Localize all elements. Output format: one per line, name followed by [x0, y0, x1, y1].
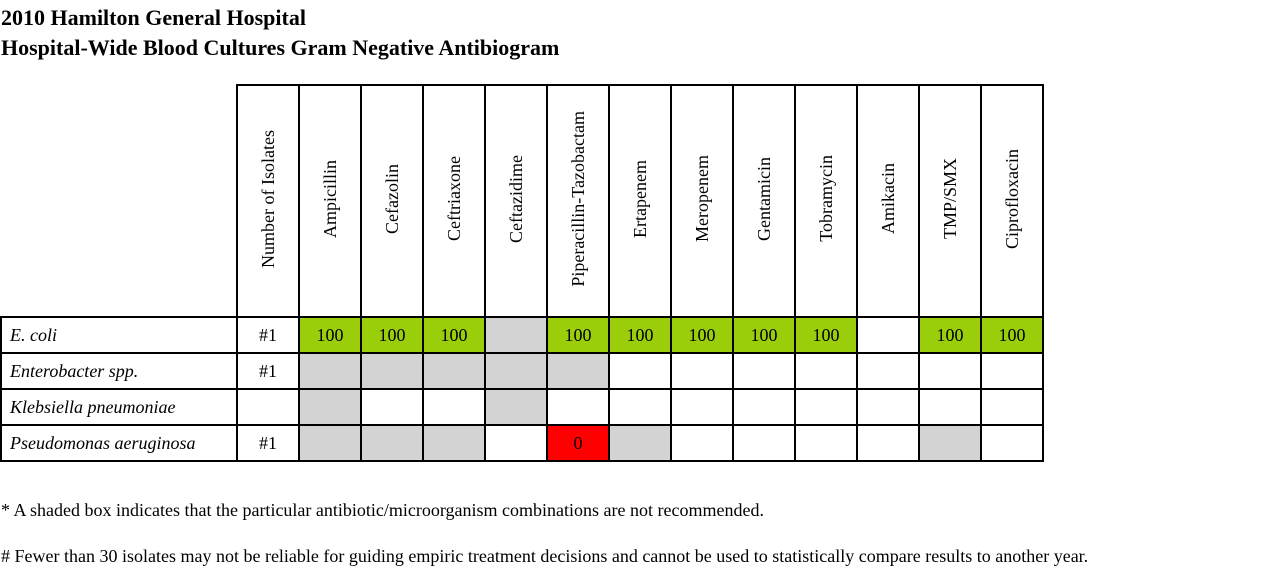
- susceptibility-cell: [980, 352, 1044, 390]
- susceptibility-cell: [360, 424, 424, 462]
- susceptibility-cell: [484, 316, 548, 354]
- column-header: Tobramycin: [794, 84, 858, 318]
- susceptibility-cell: [918, 424, 982, 462]
- susceptibility-cell: [794, 352, 858, 390]
- susceptibility-cell: [546, 388, 610, 426]
- susceptibility-cell: [484, 424, 548, 462]
- antibiogram-body: Number of Isolates Ampicillin Cefazolin Cef…: [0, 84, 1044, 462]
- susceptibility-cell: [856, 352, 920, 390]
- susceptibility-cell: 100: [546, 316, 610, 354]
- hospital-title: 2010 Hamilton General Hospital: [1, 5, 306, 30]
- susceptibility-cell: 100: [608, 316, 672, 354]
- column-header: TMP/SMX: [918, 84, 982, 318]
- susceptibility-cell: 0: [546, 424, 610, 462]
- isolates-count: [236, 388, 300, 426]
- header-corner: [1, 85, 238, 318]
- column-header: Amikacin: [856, 84, 920, 318]
- susceptibility-cell: [918, 388, 982, 426]
- susceptibility-cell: 100: [918, 316, 982, 354]
- susceptibility-cell: [670, 352, 734, 390]
- column-header: Ertapenem: [608, 84, 672, 318]
- isolates-count: #1: [236, 352, 300, 390]
- susceptibility-cell: [670, 424, 734, 462]
- susceptibility-cell: [856, 424, 920, 462]
- susceptibility-cell: [608, 388, 672, 426]
- susceptibility-cell: [422, 424, 486, 462]
- susceptibility-cell: [546, 352, 610, 390]
- antibiogram-table: Number of Isolates Ampicillin Cefazolin Cef…: [0, 84, 1044, 462]
- column-header: Gentamicin: [732, 84, 796, 318]
- column-header-label: Cefazolin: [382, 163, 402, 234]
- table-row: Pseudomonas aeruginosa #1 0: [0, 424, 1044, 462]
- susceptibility-cell: 100: [980, 316, 1044, 354]
- susceptibility-cell: [918, 352, 982, 390]
- susceptibility-cell: [484, 388, 548, 426]
- column-header: Cefazolin: [360, 84, 424, 318]
- susceptibility-cell: [980, 388, 1044, 426]
- column-header: Ceftriaxone: [422, 84, 486, 318]
- column-header: Meropenem: [670, 84, 734, 318]
- susceptibility-cell: 100: [422, 316, 486, 354]
- susceptibility-cell: 100: [794, 316, 858, 354]
- column-header: Number of Isolates: [236, 84, 300, 318]
- column-header-label: Tobramycin: [816, 155, 836, 242]
- column-header-label: TMP/SMX: [940, 157, 960, 240]
- column-header: Ciprofloxacin: [980, 84, 1044, 318]
- header-row: Number of Isolates Ampicillin Cefazolin Cef…: [1, 84, 1044, 318]
- organism-name: E. coli: [0, 316, 238, 354]
- column-header-label: Meropenem: [692, 155, 712, 242]
- susceptibility-cell: 100: [298, 316, 362, 354]
- susceptibility-cell: [732, 352, 796, 390]
- susceptibility-cell: [298, 424, 362, 462]
- column-header-label: Piperacillin-Tazobactam: [568, 110, 588, 287]
- footnote-shaded: * A shaded box indicates that the partic…: [1, 500, 764, 520]
- susceptibility-cell: [422, 352, 486, 390]
- column-header: Ceftazidime: [484, 84, 548, 318]
- susceptibility-cell: [670, 388, 734, 426]
- susceptibility-cell: [298, 388, 362, 426]
- column-header-label: Ceftriaxone: [444, 156, 464, 241]
- susceptibility-cell: [484, 352, 548, 390]
- susceptibility-cell: 100: [732, 316, 796, 354]
- susceptibility-cell: [608, 424, 672, 462]
- organism-name: Klebsiella pneumoniae: [0, 388, 238, 426]
- column-header-label: Ceftazidime: [506, 154, 526, 243]
- organism-name: Enterobacter spp.: [0, 352, 238, 390]
- susceptibility-cell: [980, 424, 1044, 462]
- susceptibility-cell: 100: [360, 316, 424, 354]
- column-header-label: Gentamicin: [754, 156, 774, 241]
- susceptibility-cell: [732, 424, 796, 462]
- table-row: Enterobacter spp. #1: [0, 352, 1044, 390]
- column-header-label: Ampicillin: [320, 159, 340, 238]
- column-header: Ampicillin: [298, 84, 362, 318]
- susceptibility-cell: [794, 388, 858, 426]
- report-title: Hospital-Wide Blood Cultures Gram Negati…: [1, 35, 560, 60]
- isolates-count: #1: [236, 316, 300, 354]
- table-row: Klebsiella pneumoniae: [0, 388, 1044, 426]
- column-header-label: Number of Isolates: [258, 129, 278, 268]
- column-header: Piperacillin-Tazobactam: [546, 84, 610, 318]
- isolates-count: #1: [236, 424, 300, 462]
- column-header-label: Ertapenem: [630, 159, 650, 238]
- susceptibility-cell: [856, 316, 920, 354]
- susceptibility-cell: [608, 352, 672, 390]
- susceptibility-cell: [732, 388, 796, 426]
- susceptibility-cell: [360, 388, 424, 426]
- susceptibility-cell: [794, 424, 858, 462]
- column-header-label: Amikacin: [878, 163, 898, 234]
- column-header-label: Ciprofloxacin: [1002, 148, 1022, 249]
- table-row: E. coli #1 100 100 100 100 100 100 100 100 100 100: [0, 316, 1044, 354]
- organism-name: Pseudomonas aeruginosa: [0, 424, 238, 462]
- susceptibility-cell: [856, 388, 920, 426]
- susceptibility-cell: [360, 352, 424, 390]
- susceptibility-cell: [422, 388, 486, 426]
- footnote-isolates: # Fewer than 30 isolates may not be reli…: [1, 546, 1089, 566]
- susceptibility-cell: [298, 352, 362, 390]
- title-block: 2010 Hamilton General Hospital Hospital-…: [1, 3, 559, 63]
- susceptibility-cell: 100: [670, 316, 734, 354]
